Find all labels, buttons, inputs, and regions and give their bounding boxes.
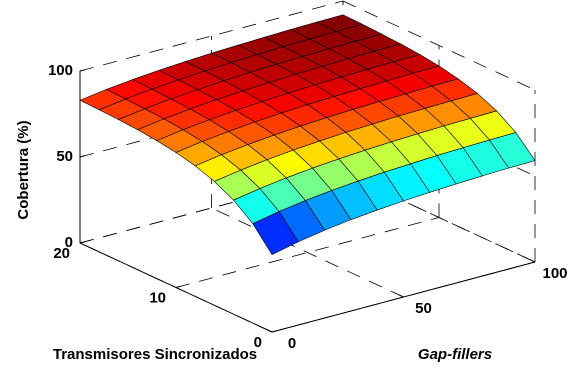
x-tick-label: 0	[288, 335, 296, 352]
z-tick-label: 0	[65, 234, 73, 251]
grid-line	[79, 0, 344, 72]
y-tick	[271, 330, 278, 333]
x-tick	[266, 329, 273, 333]
x-tick-label: 100	[542, 265, 567, 282]
z-tick-label: 50	[56, 148, 73, 165]
z-tick	[79, 241, 86, 244]
y-tick	[175, 285, 182, 288]
x-tick	[529, 259, 536, 263]
grid-line	[175, 217, 440, 288]
z-tick	[79, 155, 86, 158]
y-tick-label: 0	[254, 334, 262, 351]
y-tick-label: 20	[53, 245, 70, 262]
z-tick-label: 100	[48, 62, 73, 79]
x-axis-label: Gap-fillers	[418, 346, 492, 363]
grid-line	[342, 0, 536, 91]
x-tick	[398, 294, 404, 298]
y-axis-label: Transmisores Sincronizados	[53, 346, 257, 363]
z-tick	[79, 69, 86, 72]
y-tick-label: 10	[149, 289, 166, 306]
x-tick-label: 50	[415, 300, 432, 317]
surface-patch	[252, 211, 299, 255]
grid-line	[211, 207, 404, 298]
z-axis-label: Cobertura (%)	[15, 120, 32, 219]
layer	[79, 14, 536, 255]
